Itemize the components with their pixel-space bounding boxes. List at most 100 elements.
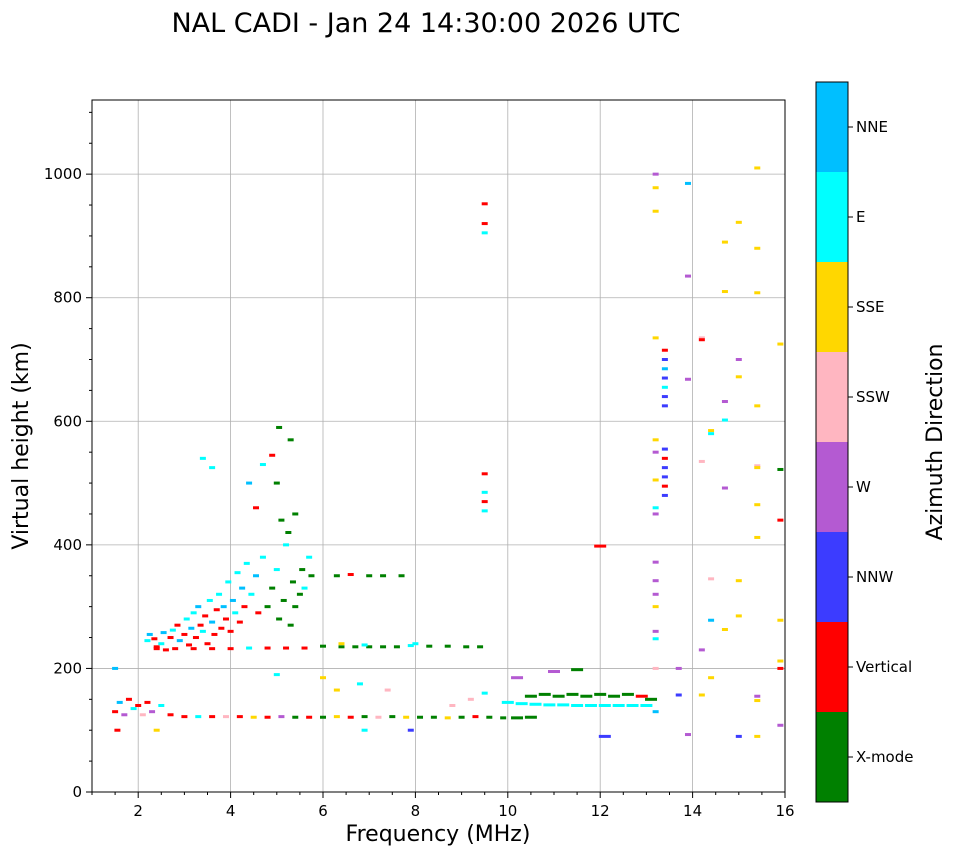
echo-point [661,385,668,389]
echo-point [218,626,225,630]
echo-point [264,646,271,650]
echo-point [661,456,668,460]
echo-point [153,645,160,649]
x-tick-label: 14 [683,802,702,820]
echo-point [661,358,668,361]
echo-point [444,644,451,648]
echo-point [347,573,354,577]
echo-point [598,734,611,738]
echo-point [158,642,165,646]
echo-point [635,694,648,698]
echo-point [153,728,160,732]
echo-point [557,703,570,707]
echo-point [320,715,326,719]
echo-point [389,715,396,719]
echo-point [269,586,276,590]
echo-point [698,459,705,463]
echo-point [403,715,410,719]
echo-point [684,733,691,737]
echo-point [684,181,691,185]
echo-point [236,620,243,624]
echo-point [584,704,597,707]
echo-point [481,490,488,494]
echo-point [264,605,271,609]
y-axis-label: Virtual height (km) [9,342,34,549]
echo-point [135,704,142,707]
echo-point [645,697,658,701]
echo-point [301,646,308,650]
echo-point [777,723,784,727]
echo-point [652,438,659,442]
echo-point [675,666,682,670]
echo-point [735,579,742,583]
echo-point [174,623,181,627]
echo-point [458,715,465,719]
echo-point [449,704,456,707]
echo-points [112,166,784,738]
echo-point [698,693,705,697]
echo-point [112,710,119,714]
y-tick-label: 200 [53,659,82,677]
echo-point [721,400,728,404]
echo-point [608,694,621,698]
echo-point [552,694,565,698]
echo-point [426,644,433,648]
echo-point [116,700,123,704]
echo-point [366,645,373,649]
colorbar-swatch [816,622,848,712]
echo-point [167,636,174,640]
echo-point [144,639,151,643]
echo-point [594,544,607,548]
echo-point [524,715,537,719]
echo-point [253,574,260,578]
echo-point [320,676,326,680]
echo-point [333,715,340,719]
echo-point [393,645,400,649]
echo-point [721,418,728,422]
echo-point [661,447,668,451]
echo-point [661,395,668,399]
colorbar-tick-label: E [856,208,865,226]
echo-point [292,605,299,609]
echo-point [652,605,659,609]
x-tick-label: 10 [498,802,517,820]
echo-point [264,715,271,719]
echo-point [398,574,405,578]
echo-point [227,629,234,633]
colorbar-frame [815,81,849,803]
echo-point [149,710,156,714]
echo-point [338,645,345,649]
echo-point [229,598,236,602]
echo-point [139,713,146,717]
echo-point [320,644,326,648]
echo-point [338,642,345,646]
echo-point [239,586,246,590]
echo-point [652,666,659,670]
echo-point [661,348,668,352]
echo-point [472,715,479,719]
echo-point [777,618,784,622]
echo-point [246,481,253,485]
echo-point [698,338,705,342]
echo-point [213,608,220,612]
echo-point [708,676,715,680]
echo-point [543,703,556,707]
colorbar-swatch [816,82,848,172]
echo-point [571,704,584,707]
echo-point [190,647,197,651]
echo-point [204,642,211,646]
echo-point [181,632,188,636]
y-tick-label: 400 [53,536,82,554]
colorbar: X-mode Vertical NNW W SSW SSE E NNE [815,81,913,803]
echo-point [721,486,728,490]
echo-point [234,571,241,575]
colorbar-tick-label: SSW [856,388,890,406]
echo-point [220,605,227,609]
echo-point [225,580,232,584]
echo-point [283,646,290,650]
echo-point [754,246,761,250]
echo-point [721,290,728,294]
echo-point [511,676,524,680]
echo-point [538,692,551,696]
